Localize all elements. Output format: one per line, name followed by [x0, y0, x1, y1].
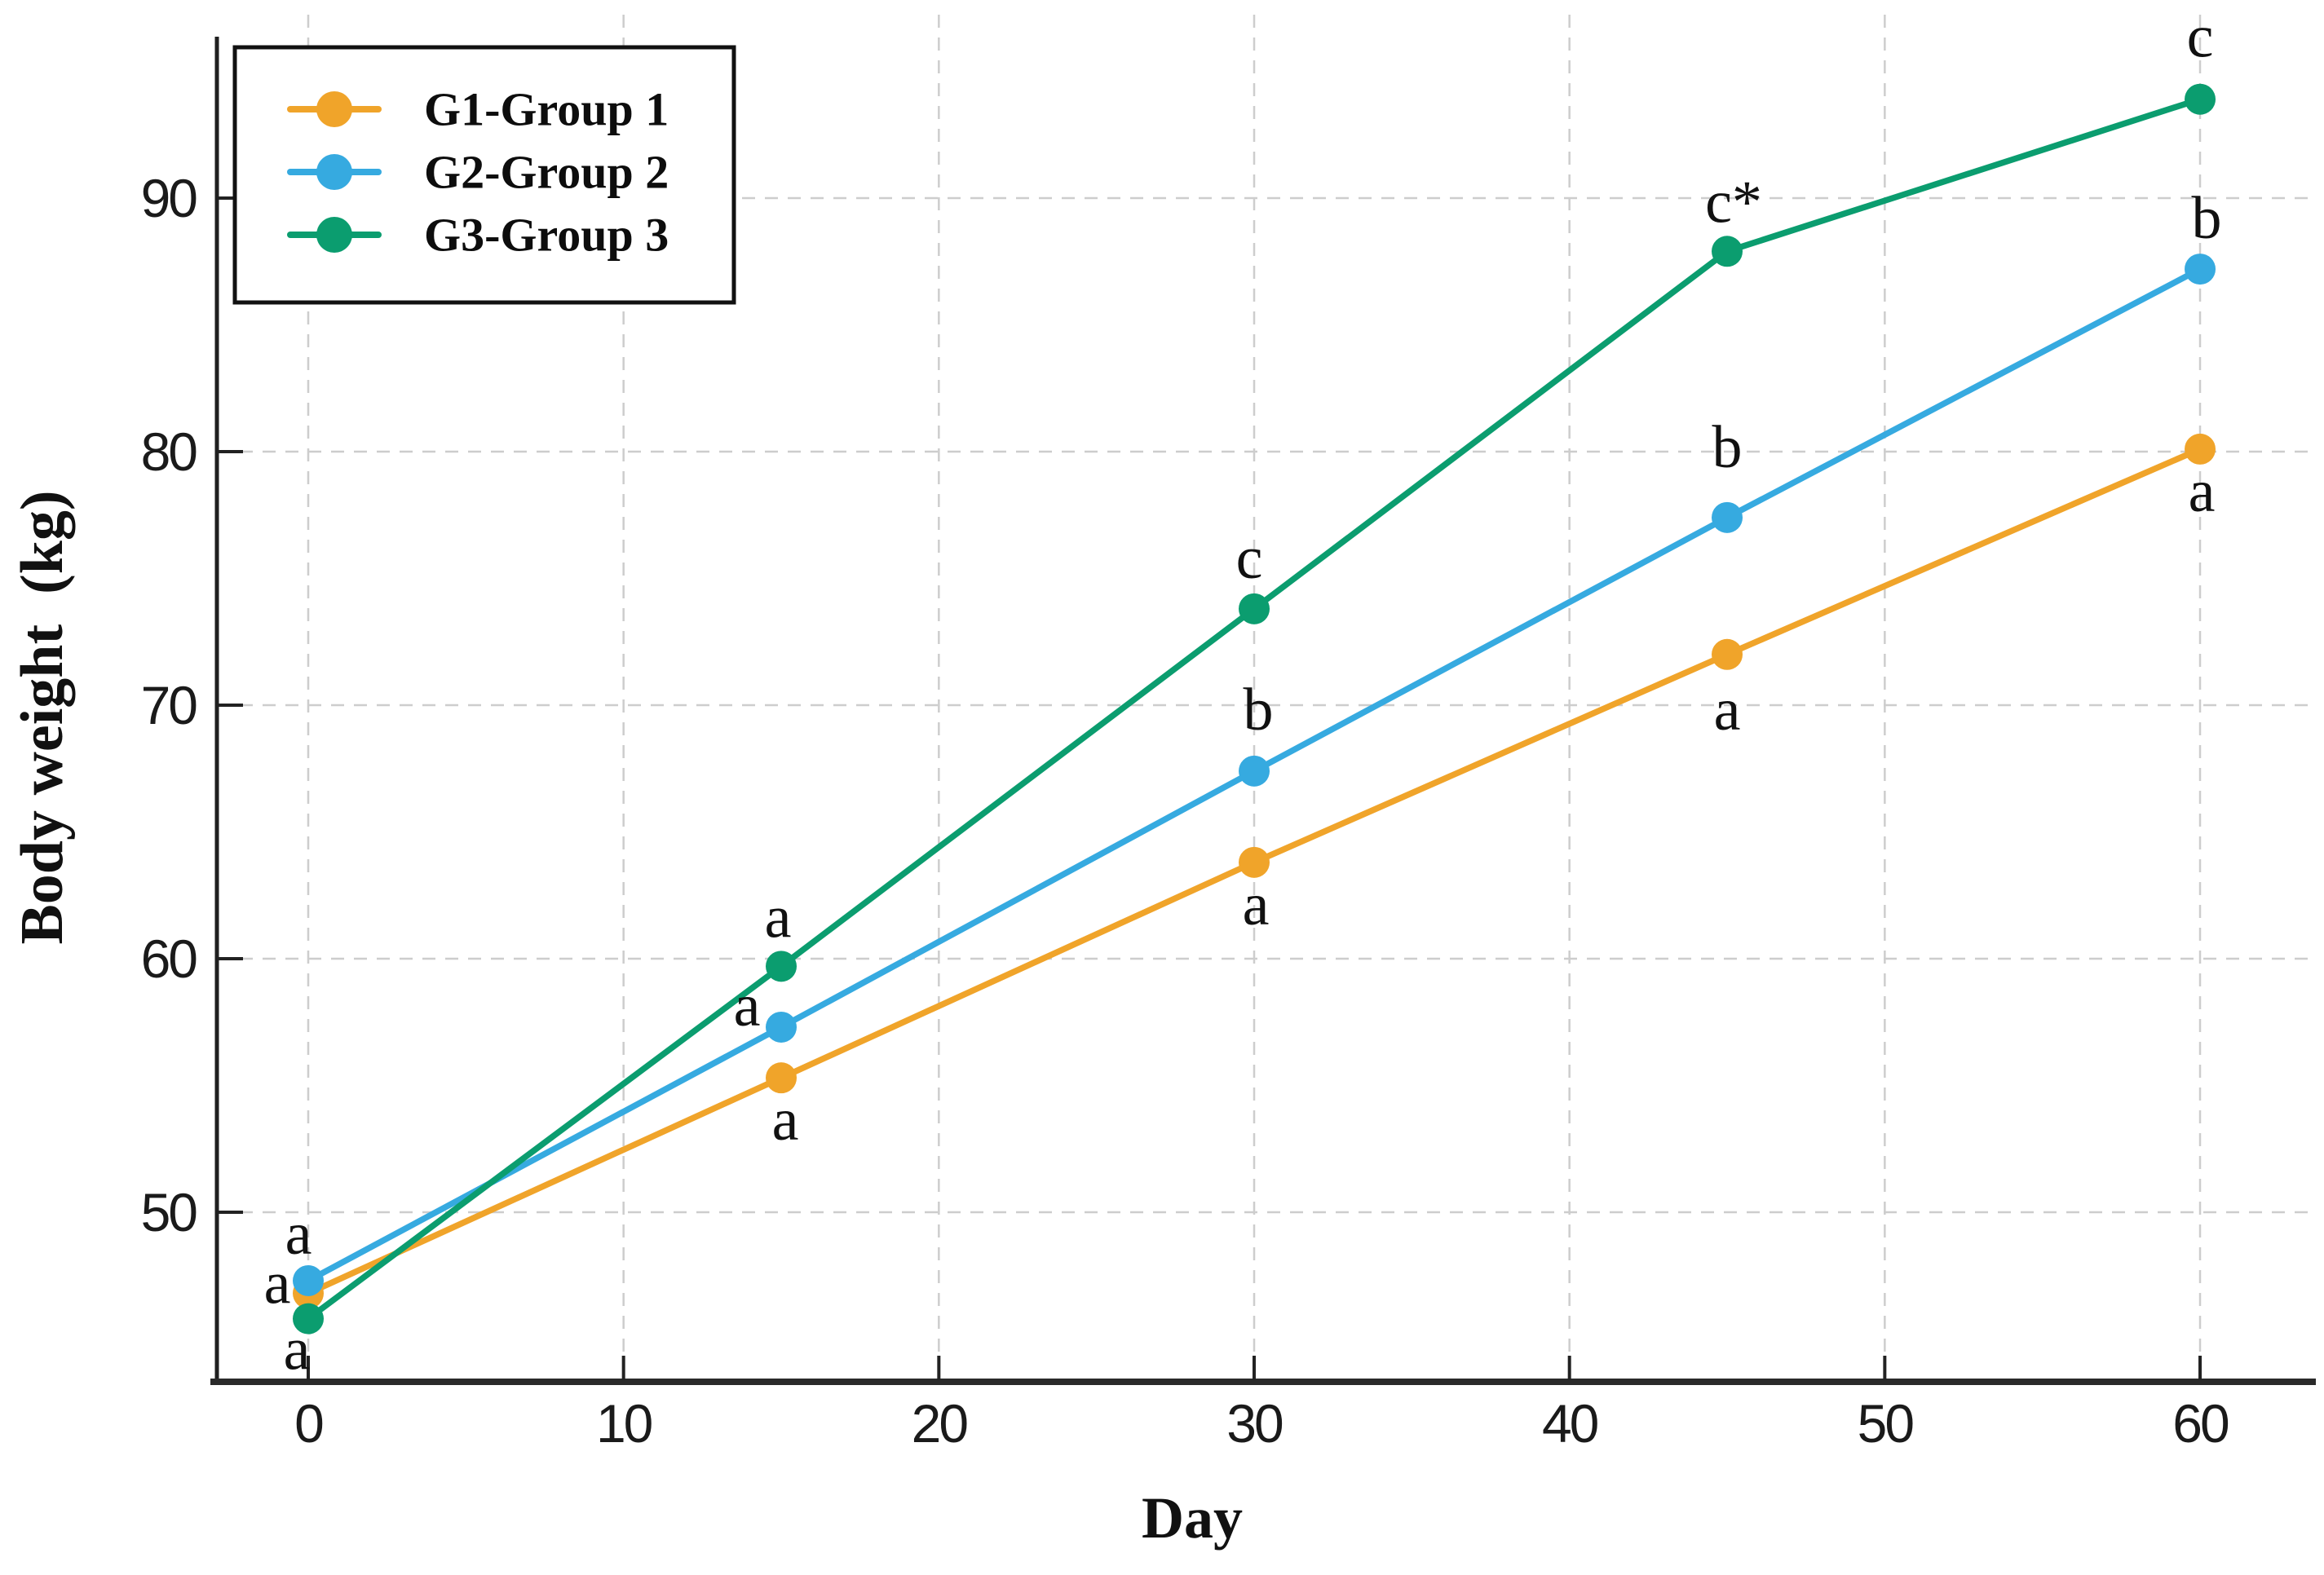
x-tick-label: 30	[1226, 1393, 1283, 1454]
data-point	[1712, 501, 1743, 533]
axes-spines	[210, 37, 2316, 1385]
data-point	[1239, 755, 1270, 787]
x-tick-label: 20	[912, 1393, 968, 1454]
legend-marker-dot	[316, 217, 352, 253]
y-tick-label: 80	[141, 421, 197, 482]
significance-label: c*	[1705, 169, 1762, 236]
x-tick-label: 10	[596, 1393, 652, 1454]
axis-tick-labels: 0 10 20 30 40 50 60 50 60 70 80 90	[141, 168, 2231, 1454]
significance-label: b	[1244, 677, 1274, 743]
significance-label: b	[1712, 414, 1743, 481]
legend-marker-dot	[316, 154, 352, 190]
x-axis-title: Day	[1142, 1485, 1243, 1551]
data-point	[766, 1011, 797, 1043]
significance-label: c	[2187, 4, 2214, 71]
y-tick-label: 60	[141, 929, 197, 989]
legend-label: G1-Group 1	[424, 83, 669, 136]
data-point	[766, 951, 797, 982]
data-point	[2185, 254, 2216, 285]
data-point	[1712, 638, 1743, 670]
legend-item: G3-Group 3	[287, 209, 669, 262]
x-tick-label: 0	[294, 1393, 323, 1454]
legend-label: G2-Group 2	[424, 146, 669, 199]
y-tick-label: 70	[141, 675, 197, 735]
legend: G1-Group 1 G2-Group 2 G3-Group 3	[232, 45, 736, 305]
y-tick-label: 90	[141, 168, 197, 228]
data-point	[766, 1062, 797, 1094]
significance-label: a	[264, 1251, 291, 1317]
significance-label: a	[772, 1087, 799, 1154]
significance-label: a	[2189, 458, 2216, 525]
series-g1-group-1	[293, 433, 2216, 1309]
data-series	[293, 83, 2216, 1335]
data-point	[293, 1264, 324, 1296]
significance-label: b	[2192, 185, 2222, 252]
data-point	[1239, 846, 1270, 878]
y-tick-label: 50	[141, 1182, 197, 1242]
x-tick-label: 40	[1542, 1393, 1598, 1454]
legend-item: G2-Group 2	[287, 146, 669, 199]
significance-label: a	[1714, 677, 1741, 743]
legend-label: G3-Group 3	[424, 209, 669, 262]
significance-label: a	[1243, 871, 1270, 938]
significance-label: a	[285, 1201, 312, 1268]
significance-label: a	[765, 884, 792, 951]
significance-label: c	[1236, 525, 1263, 592]
series-g3-group-3	[293, 83, 2216, 1335]
legend-item: G1-Group 1	[287, 83, 669, 136]
data-point	[2185, 433, 2216, 465]
significance-label: a	[284, 1317, 311, 1383]
data-point	[2185, 83, 2216, 115]
x-tick-label: 60	[2172, 1393, 2229, 1454]
data-point	[1712, 236, 1743, 267]
data-point	[293, 1303, 324, 1335]
axis-ticks	[219, 196, 2202, 1380]
significance-label: a	[734, 973, 761, 1039]
data-point	[1239, 593, 1270, 624]
y-axis-title: Body weight (kg)	[9, 490, 76, 944]
legend-marker-dot	[316, 91, 352, 127]
x-tick-label: 50	[1858, 1393, 1914, 1454]
series-g2-group-2	[293, 254, 2216, 1296]
